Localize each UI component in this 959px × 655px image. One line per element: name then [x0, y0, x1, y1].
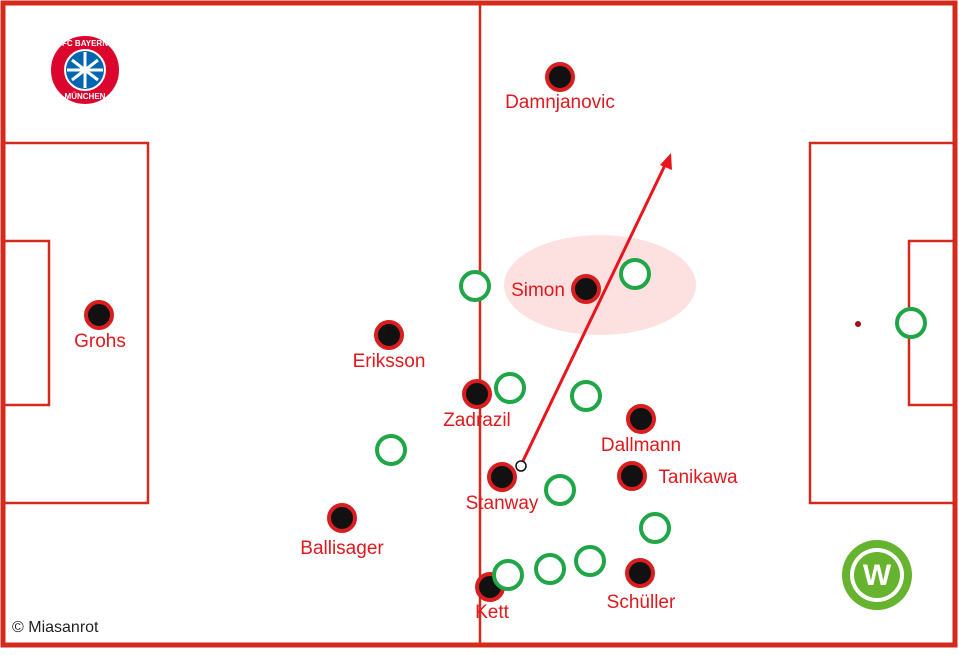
player	[327, 503, 357, 533]
away-logo: W	[842, 540, 912, 610]
opponent	[459, 270, 491, 302]
player-label: Zadrazil	[443, 410, 511, 431]
players: Damnjanovic Simon Grohs Eriksson Zadrazi…	[74, 62, 738, 623]
player	[84, 300, 114, 330]
logo-text: W	[863, 559, 892, 592]
player-label: Kett	[475, 602, 510, 623]
player	[545, 62, 575, 92]
goal-area	[1, 239, 51, 407]
player-label: Eriksson	[353, 351, 426, 372]
home-logo: FC BAYERN MÜNCHEN	[49, 34, 121, 106]
opponent	[574, 545, 606, 577]
opponent	[895, 307, 927, 339]
opponent	[375, 434, 407, 466]
player-label: Grohs	[74, 331, 126, 352]
player-label: Ballisager	[300, 538, 384, 559]
player-label: Simon	[511, 280, 565, 301]
player	[374, 320, 404, 350]
player-label: Tanikawa	[658, 467, 738, 488]
player-label: Schüller	[607, 592, 676, 613]
player	[617, 461, 647, 491]
logo-text: FC BAYERN	[62, 39, 108, 48]
player-label: Stanway	[466, 493, 539, 514]
player-label: Dallmann	[601, 435, 681, 456]
opponent	[534, 553, 566, 585]
logo-text: MÜNCHEN	[65, 92, 106, 101]
player-label: Damnjanovic	[505, 92, 615, 113]
opponent	[544, 474, 576, 506]
opponent	[494, 372, 526, 404]
player	[625, 558, 655, 588]
player	[571, 274, 601, 304]
opponent	[639, 512, 671, 544]
opponent	[619, 258, 651, 290]
ball	[515, 460, 527, 472]
player	[462, 379, 492, 409]
credit: © Miasanrot	[12, 619, 99, 636]
opponent	[570, 380, 602, 412]
penalty-spot	[855, 321, 861, 327]
opponent	[492, 559, 524, 591]
player	[487, 462, 517, 492]
opponents	[375, 258, 927, 585]
pass-arrow	[520, 153, 672, 464]
player	[626, 404, 656, 434]
